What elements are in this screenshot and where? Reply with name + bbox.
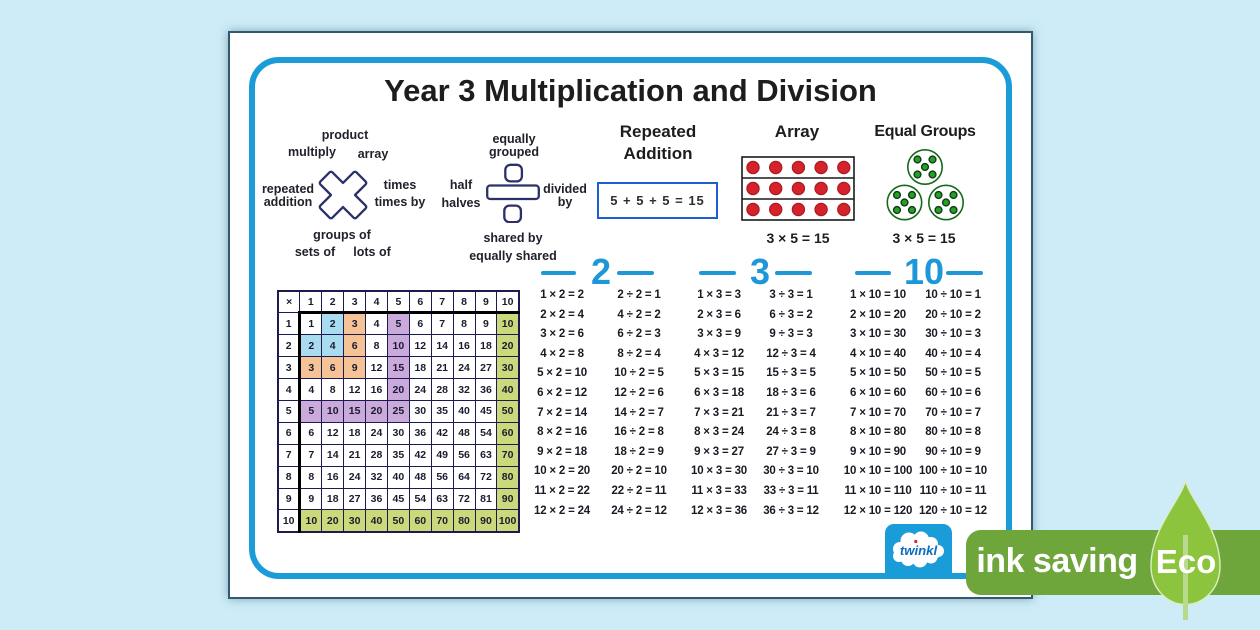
svg-text:twinkl: twinkl — [900, 543, 938, 558]
svg-text:Eco: Eco — [1156, 543, 1217, 580]
